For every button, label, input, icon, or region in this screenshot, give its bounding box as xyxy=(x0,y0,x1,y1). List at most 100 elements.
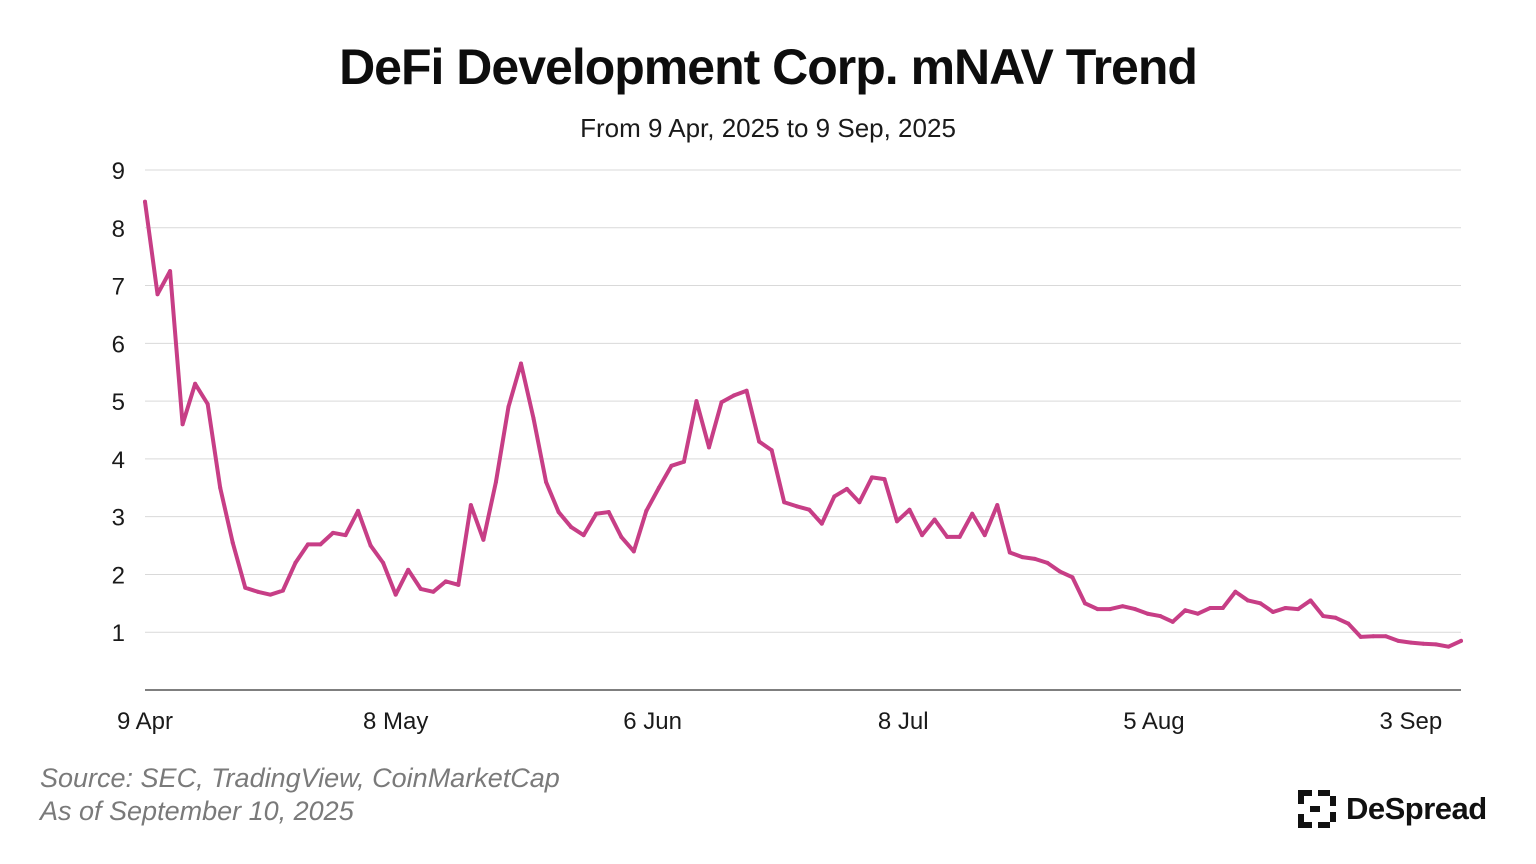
y-axis: 1 2 3 4 5 6 7 8 9 xyxy=(112,158,125,647)
data-point xyxy=(995,503,1000,508)
data-point xyxy=(1083,601,1087,606)
data-point xyxy=(982,533,987,538)
data-point xyxy=(694,399,699,404)
data-point xyxy=(305,542,310,547)
data-point xyxy=(1233,589,1238,594)
data-point xyxy=(481,537,486,542)
data-point xyxy=(531,416,536,421)
data-point xyxy=(895,519,899,524)
data-point xyxy=(443,579,448,584)
data-point xyxy=(205,402,210,406)
data-point xyxy=(594,511,599,516)
x-tick-label: 5 Aug xyxy=(1123,708,1184,735)
data-point xyxy=(920,533,925,538)
y-tick-label: 7 xyxy=(112,274,125,301)
data-point xyxy=(606,510,611,515)
data-point xyxy=(1321,614,1326,619)
data-point xyxy=(1396,638,1401,643)
grid-lines xyxy=(145,169,1461,633)
data-point xyxy=(882,477,887,482)
y-tick-label: 6 xyxy=(112,331,125,358)
y-tick-label: 1 xyxy=(112,620,125,647)
data-point xyxy=(1283,605,1288,610)
data-point xyxy=(468,503,473,508)
data-point xyxy=(356,508,361,513)
data-point xyxy=(945,534,950,539)
data-point xyxy=(1070,575,1075,580)
data-point xyxy=(1371,634,1376,639)
data-point xyxy=(1271,610,1275,614)
data-point xyxy=(819,521,824,526)
x-tick-label: 6 Jun xyxy=(623,708,682,735)
data-point xyxy=(456,582,461,587)
data-point xyxy=(1220,605,1225,610)
data-point xyxy=(707,445,711,450)
as-of-line: As of September 10, 2025 xyxy=(40,796,354,826)
data-point xyxy=(1408,640,1413,645)
data-point xyxy=(1358,634,1363,639)
data-point xyxy=(869,475,874,480)
data-point xyxy=(681,459,686,464)
data-point xyxy=(318,542,323,547)
data-point xyxy=(1032,556,1037,561)
data-point xyxy=(932,517,937,522)
data-point xyxy=(519,361,523,366)
data-point xyxy=(1158,614,1163,619)
data-point xyxy=(393,592,398,597)
data-point xyxy=(907,507,912,512)
data-point xyxy=(1346,621,1351,626)
data-point xyxy=(619,534,624,539)
x-tick-label: 8 May xyxy=(363,708,428,735)
data-point xyxy=(1057,569,1062,574)
y-tick-label: 2 xyxy=(112,562,125,589)
data-point xyxy=(1007,550,1012,555)
data-point xyxy=(506,404,511,409)
data-point xyxy=(1095,607,1100,612)
data-point xyxy=(1133,607,1138,612)
data-point xyxy=(656,485,661,490)
data-point xyxy=(1183,608,1188,613)
data-point xyxy=(744,388,749,393)
data-point xyxy=(669,463,674,468)
chart-subtitle: From 9 Apr, 2025 to 9 Sep, 2025 xyxy=(580,113,956,143)
data-point xyxy=(844,486,849,491)
series-layer xyxy=(143,199,1463,649)
data-point xyxy=(193,381,198,386)
data-point xyxy=(1208,605,1213,610)
brand-logo: DeSpread xyxy=(1298,790,1487,828)
data-point xyxy=(418,586,423,591)
data-point xyxy=(243,585,248,590)
x-tick-label: 9 Apr xyxy=(117,708,173,735)
data-point xyxy=(970,511,975,516)
data-point xyxy=(769,448,774,453)
data-point xyxy=(218,485,223,490)
data-point xyxy=(280,588,285,593)
data-point xyxy=(857,500,862,505)
data-point xyxy=(631,549,636,554)
y-tick-label: 8 xyxy=(112,216,125,243)
data-point xyxy=(957,534,962,539)
source-note: Source: SEC, TradingView, CoinMarketCap … xyxy=(40,762,560,828)
x-tick-label: 8 Jul xyxy=(878,708,929,735)
data-point xyxy=(406,567,411,572)
data-point xyxy=(1459,638,1463,643)
data-point xyxy=(1108,607,1113,612)
data-point xyxy=(168,269,173,274)
data-point xyxy=(1145,611,1150,616)
data-point xyxy=(155,292,160,297)
data-point xyxy=(1045,560,1050,565)
data-point xyxy=(1245,598,1250,603)
data-point xyxy=(268,592,273,597)
data-point xyxy=(544,480,549,484)
data-point xyxy=(1383,634,1388,639)
data-point xyxy=(644,508,649,513)
data-point xyxy=(1421,641,1426,646)
x-tick-label: 3 Sep xyxy=(1380,708,1443,735)
data-point xyxy=(832,494,837,499)
data-point xyxy=(807,507,812,512)
data-point xyxy=(431,589,436,594)
series-line-mnav xyxy=(143,199,1463,649)
y-tick-label: 4 xyxy=(112,447,125,474)
data-point xyxy=(1258,601,1263,606)
